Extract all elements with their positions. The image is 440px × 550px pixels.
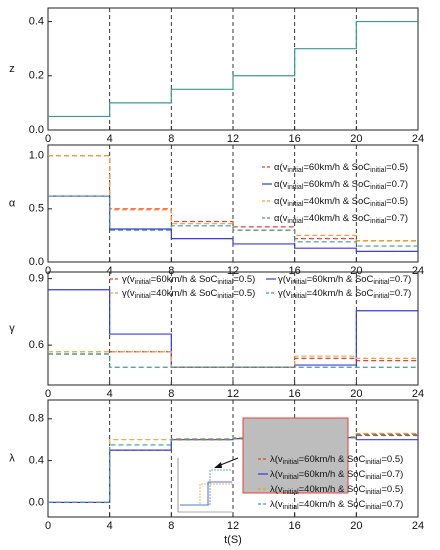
y-tick-label: 0.9 <box>29 273 44 285</box>
x-tick-label: 4 <box>107 133 113 145</box>
y-tick-label: 1.0 <box>29 150 44 162</box>
legend-label: α(vinitial=60km/h & SoCinitial=0.7) <box>274 179 408 191</box>
x-tick-label: 12 <box>227 265 239 277</box>
x-tick-label: 20 <box>350 388 362 400</box>
series-line <box>48 433 418 503</box>
x-tick-label: 24 <box>412 265 424 277</box>
x-tick-label: 20 <box>350 133 362 145</box>
y-tick-label: 0.2 <box>29 70 44 82</box>
legend-label: γ(vinitial=40km/h & SoCinitial=0.5) <box>122 288 255 300</box>
legend-label: λ(vinitial=60km/h & SoCinitial=0.7) <box>270 469 403 481</box>
y-tick-label: 0.6 <box>29 339 44 351</box>
x-tick-label: 24 <box>412 520 424 532</box>
legend-label: α(vinitial=40km/h & SoCinitial=0.7) <box>274 213 408 225</box>
y-tick-label: 0.4 <box>29 454 44 466</box>
annotation <box>177 417 349 513</box>
legend-label: α(vinitial=40km/h & SoCinitial=0.5) <box>274 196 408 208</box>
zoom-box <box>242 417 349 494</box>
legend-label: γ(vinitial=40km/h & SoCinitial=0.7) <box>278 288 411 300</box>
legend-label: λ(vinitial=60km/h & SoCinitial=0.5) <box>270 454 403 466</box>
series-line <box>48 351 418 368</box>
x-tick-label: 0 <box>45 265 51 277</box>
x-tick-label: 16 <box>289 265 301 277</box>
y-axis-label: γ <box>9 322 15 334</box>
y-tick-label: 0.5 <box>29 203 44 215</box>
legend-label: α(vinitial=60km/h & SoCinitial=0.5) <box>274 162 408 174</box>
y-tick-label: 0.4 <box>29 15 44 27</box>
x-tick-label: 4 <box>107 520 113 532</box>
x-tick-label: 8 <box>168 133 174 145</box>
y-tick-label: 0.0 <box>29 256 44 268</box>
x-tick-label: 12 <box>227 388 239 400</box>
legend-label: γ(vinitial=60km/h & SoCinitial=0.5) <box>122 274 255 286</box>
legend-label: λ(vinitial=40km/h & SoCinitial=0.5) <box>270 484 403 496</box>
x-tick-label: 0 <box>45 388 51 400</box>
inset <box>177 457 239 513</box>
x-tick-label: 24 <box>412 133 424 145</box>
y-tick-label: 0.0 <box>29 496 44 508</box>
x-tick-label: 0 <box>45 520 51 532</box>
x-tick-label: 0 <box>45 133 51 145</box>
x-tick-label: 8 <box>168 520 174 532</box>
x-tick-label: 16 <box>289 520 301 532</box>
x-tick-label: 20 <box>350 520 362 532</box>
y-axis-label: λ <box>9 452 15 464</box>
x-axis-label: t(S) <box>224 534 242 546</box>
legend-label: λ(vinitial=40km/h & SoCinitial=0.7) <box>270 499 403 511</box>
x-tick-label: 20 <box>350 265 362 277</box>
x-tick-label: 12 <box>227 520 239 532</box>
x-tick-label: 8 <box>168 388 174 400</box>
x-tick-label: 4 <box>107 265 113 277</box>
legend-label: γ(vinitial=60km/h & SoCinitial=0.7) <box>278 274 411 286</box>
y-axis-label: α <box>9 197 16 209</box>
x-tick-label: 12 <box>227 133 239 145</box>
y-axis-label: z <box>9 63 15 75</box>
x-tick-label: 16 <box>289 133 301 145</box>
x-tick-label: 4 <box>107 388 113 400</box>
series-line <box>48 195 418 247</box>
x-tick-label: 8 <box>168 265 174 277</box>
plot-frame <box>47 7 419 131</box>
x-tick-label: 16 <box>289 388 301 400</box>
y-tick-label: 0.8 <box>29 413 44 425</box>
series-line <box>48 20 418 118</box>
x-tick-label: 24 <box>412 388 424 400</box>
y-tick-label: 0.0 <box>29 124 44 136</box>
